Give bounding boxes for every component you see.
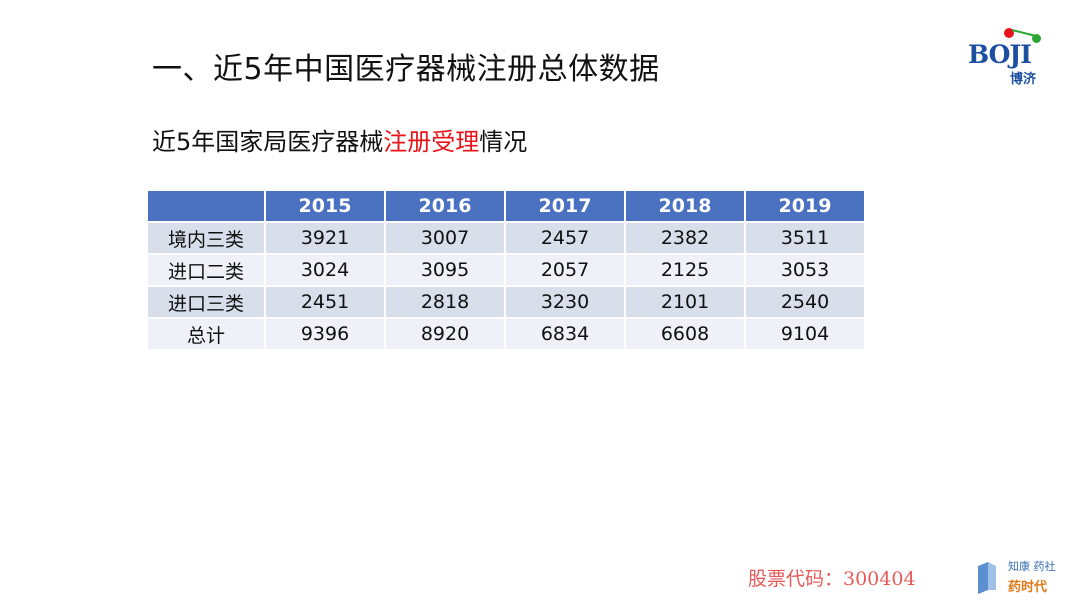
table-cell: 9396 <box>266 319 384 349</box>
stock-code: 股票代码：300404 <box>748 568 916 590</box>
boji-logo-icon: BOJI 博济 <box>962 22 1052 92</box>
table-cell: 2057 <box>506 255 624 285</box>
table-cell: 9104 <box>746 319 864 349</box>
watermark-icon <box>978 562 996 594</box>
table-cell: 2101 <box>626 287 744 317</box>
row-label: 进口二类 <box>148 255 264 285</box>
table-cell: 3024 <box>266 255 384 285</box>
table-header-cell: 2016 <box>386 191 504 221</box>
table-cell: 2540 <box>746 287 864 317</box>
logo-text: BOJI <box>968 40 1032 69</box>
subtitle-suffix: 情况 <box>479 128 528 156</box>
registration-table: 2015 2016 2017 2018 2019 境内三类 3921 3007 … <box>146 189 866 351</box>
table-cell: 6834 <box>506 319 624 349</box>
table-header-cell: 2019 <box>746 191 864 221</box>
row-label: 境内三类 <box>148 223 264 253</box>
table-cell: 2382 <box>626 223 744 253</box>
table-header-cell: 2018 <box>626 191 744 221</box>
table-cell: 6608 <box>626 319 744 349</box>
watermark: 知康 药社 药时代 <box>974 556 1064 598</box>
table-cell: 2457 <box>506 223 624 253</box>
table-header-row: 2015 2016 2017 2018 2019 <box>148 191 864 221</box>
logo-green-dot <box>1032 34 1041 43</box>
table-cell: 3095 <box>386 255 504 285</box>
watermark-top-text: 知康 药社 <box>1008 560 1056 573</box>
table-row-total: 总计 9396 8920 6834 6608 9104 <box>148 319 864 349</box>
table-header-cell: 2015 <box>266 191 384 221</box>
table-row: 境内三类 3921 3007 2457 2382 3511 <box>148 223 864 253</box>
table-cell: 3053 <box>746 255 864 285</box>
table-header-cell: 2017 <box>506 191 624 221</box>
table-cell: 2451 <box>266 287 384 317</box>
table-cell: 3007 <box>386 223 504 253</box>
row-label: 总计 <box>148 319 264 349</box>
logo-cn-text: 博济 <box>1010 72 1037 87</box>
watermark-bottom-text: 药时代 <box>1008 580 1048 595</box>
table-header-cell <box>148 191 264 221</box>
table-cell: 2125 <box>626 255 744 285</box>
table-cell: 8920 <box>386 319 504 349</box>
row-label: 进口三类 <box>148 287 264 317</box>
table-cell: 3511 <box>746 223 864 253</box>
table-row: 进口二类 3024 3095 2057 2125 3053 <box>148 255 864 285</box>
table-row: 进口三类 2451 2818 3230 2101 2540 <box>148 287 864 317</box>
page-subtitle: 近5年国家局医疗器械注册受理情况 <box>152 122 527 157</box>
page-title: 一、近5年中国医疗器械注册总体数据 <box>152 52 660 87</box>
table-cell: 3230 <box>506 287 624 317</box>
logo-red-dot <box>1004 28 1014 38</box>
table-cell: 2818 <box>386 287 504 317</box>
table-cell: 3921 <box>266 223 384 253</box>
subtitle-highlight: 注册受理 <box>383 128 480 156</box>
subtitle-prefix: 近5年国家局医疗器械 <box>152 128 384 156</box>
